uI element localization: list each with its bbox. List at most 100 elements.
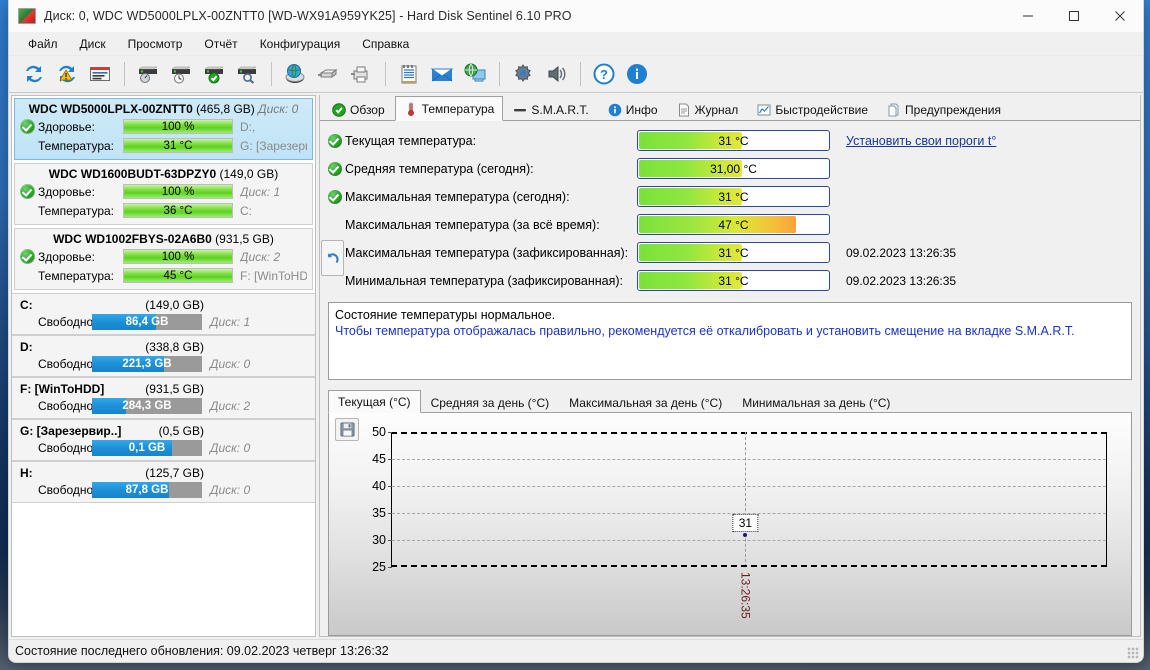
tab-label: Температура — [421, 101, 495, 116]
y-tick: 50 — [372, 425, 386, 439]
mail-icon[interactable] — [426, 59, 457, 89]
temp-value: 31 °C — [718, 245, 749, 260]
disk-card-0[interactable]: WDC WD5000LPLX-00ZNTT0 (465,8 GB) Диск: … — [14, 98, 313, 160]
menu-file[interactable]: Файл — [28, 37, 58, 51]
status-ok-icon — [328, 161, 345, 176]
health-label: Здоровье: — [38, 119, 95, 134]
volume-row[interactable]: H: (125,7 GB) Свободно 87,8 GB Диск: 0 — [12, 461, 315, 503]
volume-disk: Диск: 0 — [210, 483, 251, 497]
temp-value: 47 °C — [718, 217, 749, 232]
notepad-icon[interactable] — [393, 59, 424, 89]
volume-row[interactable]: F: [WinToHDD] (931,5 GB) Свободно 284,3 … — [12, 377, 315, 419]
temp-row-max-today: Максимальная температура (сегодня): 31 °… — [328, 185, 1132, 208]
temp-label: Температура: — [38, 268, 115, 283]
usb-disk-icon[interactable] — [312, 59, 343, 89]
chart-tab-current[interactable]: Текущая (°C) — [328, 390, 421, 413]
settings-gear-icon[interactable] — [507, 59, 538, 89]
report-window-icon[interactable] — [84, 59, 115, 89]
thermometer-icon — [407, 102, 414, 116]
gridline — [392, 513, 1106, 514]
menu-configuration[interactable]: Конфигурация — [259, 37, 341, 51]
free-label: Свободно — [38, 357, 94, 371]
tab-info[interactable]: Инфо — [599, 97, 667, 121]
undo-arrow-icon[interactable] — [321, 240, 344, 276]
health-value: 100 % — [161, 185, 195, 198]
disk-model: WDC WD5000LPLX-00ZNTT0 — [28, 102, 193, 116]
log-page-icon — [678, 103, 689, 116]
disk-number: Диск: 1 — [240, 184, 281, 199]
chart-tab-daily-average[interactable]: Средняя за день (°C) — [430, 395, 550, 410]
tab-performance[interactable]: Быстродействие — [748, 97, 877, 121]
health-bar: 100 % — [123, 249, 233, 264]
network-disk-icon[interactable] — [279, 59, 310, 89]
temp-bar: 31 °C — [123, 138, 233, 153]
sidebar: WDC WD5000LPLX-00ZNTT0 (465,8 GB) Диск: … — [11, 95, 316, 637]
volume-disk: Диск: 0 — [210, 357, 251, 371]
health-ok-icon — [20, 184, 35, 199]
health-bar: 100 % — [123, 184, 233, 199]
sound-icon[interactable] — [540, 59, 571, 89]
refresh-icon[interactable] — [18, 59, 49, 89]
y-tick: 30 — [372, 533, 386, 547]
disk-title: WDC WD1600BUDT-63DPZY0 (149,0 GB) — [20, 167, 307, 181]
y-tick: 40 — [372, 479, 386, 493]
menu-bar: Файл Диск Просмотр Отчёт Конфигурация Сп… — [9, 33, 1143, 56]
disk-performance-icon[interactable] — [132, 59, 163, 89]
free-value: 221,3 GB — [122, 358, 172, 370]
free-label: Свободно — [38, 315, 94, 329]
toolbar-separator — [385, 62, 386, 86]
menu-disk[interactable]: Диск — [79, 37, 106, 51]
close-button[interactable] — [1097, 0, 1143, 32]
disk-ok-icon[interactable] — [198, 59, 229, 89]
menu-report[interactable]: Отчёт — [204, 37, 238, 51]
menu-help[interactable]: Справка — [362, 37, 410, 51]
chart-data-point — [743, 532, 748, 537]
info-icon[interactable] — [621, 59, 652, 89]
health-ok-icon — [20, 119, 35, 134]
disk-clock-icon[interactable] — [165, 59, 196, 89]
network-share-icon[interactable] — [459, 59, 490, 89]
disk-health-row: Здоровье: 100 % Диск: 2 — [20, 248, 307, 265]
temp-label: Температура: — [38, 138, 115, 153]
volume-row[interactable]: D: (338,8 GB) Свободно 221,3 GB Диск: 0 — [12, 335, 315, 377]
volume-size: (125,7 GB) — [145, 466, 204, 480]
chart-tab-daily-max[interactable]: Максимальная за день (°C) — [569, 395, 723, 410]
disk-model: WDC WD1600BUDT-63DPZY0 — [48, 167, 217, 181]
set-thresholds-link[interactable]: Установить свои пороги t° — [846, 133, 997, 148]
volume-disk: Диск: 1 — [210, 315, 251, 329]
tab-smart[interactable]: S.M.A.R.T. — [504, 97, 597, 121]
help-icon[interactable]: ? — [588, 59, 619, 89]
maximize-button[interactable] — [1051, 0, 1097, 32]
gridline — [392, 459, 1106, 460]
temp-row-current: Текущая температура: 31 °C Установить св… — [328, 129, 1132, 152]
tab-log[interactable]: Журнал — [668, 97, 748, 121]
y-tick: 25 — [372, 560, 386, 574]
disk-card-1[interactable]: WDC WD1600BUDT-63DPZY0 (149,0 GB) Здоров… — [14, 163, 313, 225]
minimize-button[interactable] — [1005, 0, 1051, 32]
tab-overview[interactable]: Обзор — [323, 97, 394, 121]
temp-value: 31 °C — [163, 139, 193, 152]
save-floppy-icon[interactable] — [335, 418, 359, 441]
health-label: Здоровье: — [38, 249, 95, 264]
disk-search-icon[interactable] — [231, 59, 262, 89]
main-tab-strip: Обзор Температура S.M.A.R.T. — [320, 95, 1140, 121]
volume-letter: F: [WinToHDD] — [20, 382, 105, 396]
tab-warnings[interactable]: Предупреждения — [878, 97, 1010, 121]
temp-value: 36 °C — [163, 204, 193, 217]
disk-card-2[interactable]: WDC WD1002FBYS-02A6B0 (931,5 GB) Здоровь… — [14, 228, 313, 290]
content-area: WDC WD5000LPLX-00ZNTT0 (465,8 GB) Диск: … — [9, 93, 1143, 639]
printer-icon[interactable] — [345, 59, 376, 89]
disk-volume-bottom: C: — [240, 203, 252, 218]
menu-view[interactable]: Просмотр — [127, 37, 183, 51]
chart-tab-strip: Текущая (°C) Средняя за день (°C) Максим… — [328, 389, 1132, 413]
tab-temperature[interactable]: Температура — [394, 96, 504, 121]
free-value: 86,4 GB — [125, 316, 169, 328]
volume-row[interactable]: C: (149,0 GB) Свободно 86,4 GB Диск: 1 — [12, 293, 315, 335]
chart-tab-daily-min[interactable]: Минимальная за день (°C) — [742, 395, 891, 410]
disk-model: WDC WD1002FBYS-02A6B0 — [53, 232, 212, 246]
row-label: Минимальная температура (зафиксированная… — [345, 273, 624, 288]
volume-letter: C: — [20, 298, 33, 312]
resize-grip[interactable] — [1127, 647, 1139, 659]
volume-row[interactable]: G: [Зарезервир..] (0,5 GB) Свободно 0,1 … — [12, 419, 315, 461]
refresh-warning-icon[interactable] — [51, 59, 82, 89]
